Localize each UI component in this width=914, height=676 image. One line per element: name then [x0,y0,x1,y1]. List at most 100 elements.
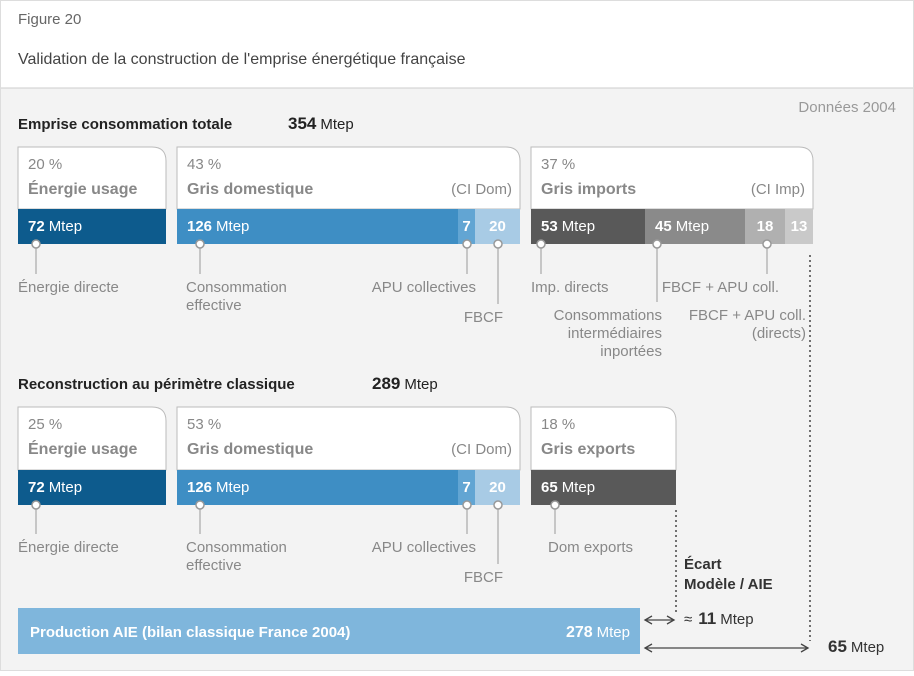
value: 354 [288,114,317,133]
leader-dot [493,239,503,249]
value: 7 [462,218,470,235]
value: 7 [462,479,470,496]
leader-dot [31,500,41,510]
value: 72 [28,479,45,496]
segment-value: 45 Mtep [655,218,709,235]
annotation: APU collectives [372,279,476,296]
value: 289 [372,374,400,393]
leader-dot [536,239,546,249]
segment-value: 13 [791,218,808,235]
section-title: Reconstruction au périmètre classique [18,376,295,393]
box-share: 53 % [187,416,221,433]
gap-value: ≈11 Mtep [684,609,754,628]
section-total: 354 Mtep [288,114,354,133]
segment-value: 7 [462,479,470,496]
annotation: APU collectives [372,539,476,556]
unit: Mtep [49,479,82,496]
segment [458,209,475,244]
unit: Mtep [720,611,753,628]
box-share: 43 % [187,156,221,173]
box-name: Gris domestique [187,441,313,458]
arrow-head [666,615,676,625]
segment [531,209,645,244]
box-name: Énergie usage [28,439,137,458]
leader-dot [762,239,772,249]
arrow-head [643,615,653,625]
leader-dot [462,500,472,510]
annotation: Énergie directe [18,279,119,296]
value: 45 [655,218,672,235]
box-code: (CI Dom) [451,181,512,198]
arrow-head [643,643,653,653]
box-code: (CI Imp) [751,181,805,198]
segment [177,209,458,244]
leader-dot [652,239,662,249]
value: 53 [541,218,558,235]
annotation: Énergie directe [18,539,119,556]
leader-dot [195,500,205,510]
segment [785,209,813,244]
segment-value: 72 Mtep [28,479,82,496]
unit: Mtep [562,479,595,496]
leader-dot [550,500,560,510]
segment-value: 18 [757,218,774,235]
box [17,146,167,210]
segment [645,209,745,244]
box-share: 25 % [28,416,62,433]
gap-title: Écart [684,556,722,573]
box-name: Gris exports [541,441,635,458]
segment [18,470,166,505]
value: 18 [757,218,774,235]
gap-title: Modèle / AIE [684,576,773,593]
section-title: Emprise consommation totale [18,116,232,133]
value: 65 [828,637,847,656]
leader-dot [493,500,503,510]
box-name: Énergie usage [28,179,137,198]
segment-value: 65 Mtep [541,479,595,496]
figure-title: Validation de la construction de l'empri… [18,51,466,68]
unit: Mtep [49,218,82,235]
annotation: FBCF [464,309,503,326]
annotation: FBCF + APU coll. [662,279,779,296]
value: 278 [566,624,593,641]
annotation: Dom exports [548,539,633,556]
leader-dot [31,239,41,249]
box [176,406,521,471]
unit: Mtep [676,218,709,235]
segment [18,209,166,244]
value: 20 [489,479,506,496]
box-share: 20 % [28,156,62,173]
section-total: 289 Mtep [372,374,438,393]
production-value: 278 Mtep [566,624,630,641]
production-bar [18,608,640,654]
segment [475,209,520,244]
segment [531,470,676,505]
box-name: Gris imports [541,181,636,198]
annotation: Consommation [186,539,287,556]
annotation: FBCF [464,569,503,586]
unit: Mtep [404,376,437,393]
data-note: Données 2004 [798,99,896,116]
segment [475,470,520,505]
annotation: FBCF + APU coll. [689,307,806,324]
gap-prefix: ≈ [684,611,692,628]
value: 126 [187,218,212,235]
segment [745,209,785,244]
segment-value: 7 [462,218,470,235]
box-share: 37 % [541,156,575,173]
box [176,146,521,210]
production-label: Production AIE (bilan classique France 2… [30,624,350,641]
annotation: effective [186,557,242,574]
segment-value: 20 [489,218,506,235]
unit: Mtep [562,218,595,235]
box-name: Gris domestique [187,181,313,198]
annotation: intermédiaires [568,325,662,342]
annotation: Consommation [186,279,287,296]
annotation: effective [186,297,242,314]
segment-value: 126 Mtep [187,218,249,235]
segment [458,470,475,505]
unit: Mtep [597,624,630,641]
annotation: inportées [600,343,662,360]
segment [177,470,458,505]
segment-value: 126 Mtep [187,479,249,496]
